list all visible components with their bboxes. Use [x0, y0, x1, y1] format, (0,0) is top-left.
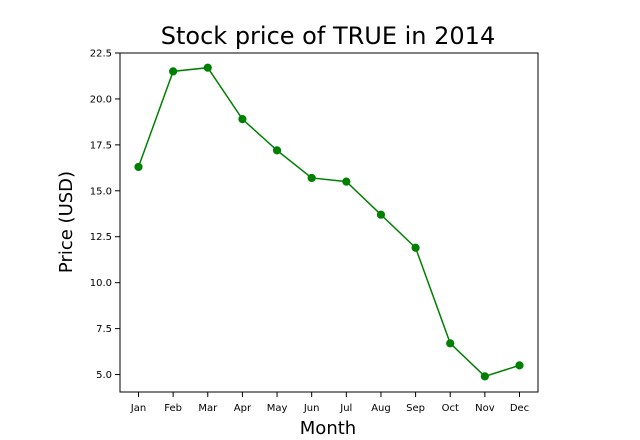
x-tick-label: Apr: [234, 403, 252, 414]
x-tick-label: Aug: [371, 403, 391, 414]
series-line: [137, 66, 520, 378]
x-tick-label: Mar: [198, 403, 218, 414]
x-tick-label: Jan: [130, 403, 146, 414]
data-point: [307, 173, 316, 183]
x-tick-label: Jun: [303, 403, 320, 414]
data-point: [411, 243, 420, 252]
data-point: [342, 177, 351, 186]
y-tick-label: 17.5: [90, 140, 112, 151]
x-tick-label: Jul: [339, 403, 352, 414]
y-tick-label: 20.0: [90, 94, 112, 105]
y-tick-label: 22.5: [90, 49, 112, 60]
series-layer: [134, 63, 524, 381]
data-point: [203, 63, 212, 72]
x-tick-label: May: [267, 403, 288, 414]
plot-area-frame: [119, 52, 539, 393]
y-tick-label: 15.0: [90, 186, 112, 197]
y-tick-label: 7.5: [96, 324, 112, 335]
x-tick-label: Nov: [475, 403, 495, 414]
data-point: [238, 115, 247, 124]
data-point: [134, 162, 143, 172]
data-point: [272, 146, 282, 155]
x-axis-ticks: Jan Feb Mar Apr May Jun Jul Aug Sep Oct Nov Dec: [130, 392, 529, 414]
data-point: [480, 372, 489, 381]
data-point: [515, 361, 524, 370]
data-point: [446, 339, 455, 348]
data-point: [376, 210, 386, 219]
y-axis-ticks: 5.0 7.5 10.0 12.5 15.0 17.5 20.0 22.5: [90, 49, 120, 381]
x-tick-label: Feb: [164, 403, 182, 414]
y-tick-label: 12.5: [90, 232, 112, 243]
y-tick-label: 5.0: [96, 370, 112, 381]
y-tick-label: 10.0: [90, 278, 112, 289]
data-point: [169, 67, 178, 76]
chart-title: Stock price of TRUE in 2014: [161, 22, 495, 50]
x-tick-label: Sep: [406, 403, 425, 414]
x-axis-label: Month: [300, 418, 356, 439]
x-tick-label: Dec: [510, 403, 529, 414]
y-axis-label: Price (USD): [56, 171, 77, 273]
x-tick-label: Oct: [442, 403, 459, 414]
